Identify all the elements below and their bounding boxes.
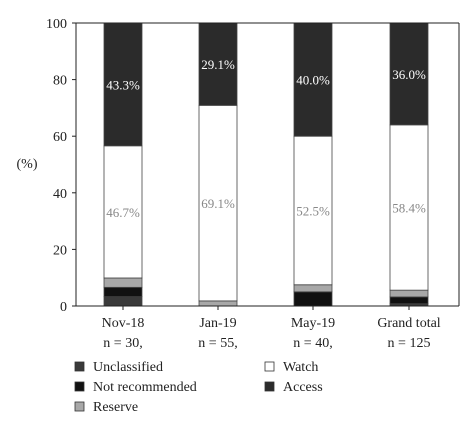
legend-label: Access (283, 380, 323, 395)
legend: Unclassified Watch Not recommended Access Re… (74, 360, 323, 415)
bar-segment-not-recommended (103, 286, 143, 298)
y-tick-label: 40 (53, 187, 67, 202)
data-label-access: 43.3% (106, 78, 140, 93)
x-category-sublabel: n = 40, (293, 336, 332, 351)
data-label-access: 36.0% (392, 67, 426, 82)
x-category-sublabel: n = 55, (198, 336, 237, 351)
data-label-watch: 69.1% (201, 196, 235, 211)
bar-segment-not-recommended (389, 296, 429, 305)
legend-swatch (264, 381, 275, 392)
x-category-label: May-19 (291, 316, 335, 331)
legend-item-not-recommended: Not recommended (74, 380, 197, 395)
x-category-label: Grand total (377, 316, 440, 331)
legend-swatch (74, 401, 85, 412)
legend-label: Watch (283, 360, 318, 375)
y-tick-label: 0 (60, 300, 67, 315)
bar-segment-access (103, 22, 143, 147)
legend-label: Reserve (93, 400, 138, 415)
bar-segment-watch (389, 124, 429, 291)
data-label-watch: 46.7% (106, 205, 140, 220)
y-tick-label: 20 (53, 243, 67, 258)
legend-item-access: Access (264, 380, 323, 395)
data-label-access: 40.0% (296, 73, 330, 88)
legend-swatch (264, 361, 275, 372)
x-category-sublabel: n = 30, (103, 336, 142, 351)
bar-segment-unclassified (103, 296, 143, 307)
bar-segment-reserve (103, 277, 143, 288)
bar-segment-access (389, 22, 429, 126)
bar-segment-watch (293, 135, 333, 286)
bar-segment-reserve (198, 300, 238, 307)
bar-segment-reserve (293, 284, 333, 293)
legend-label: Unclassified (93, 360, 163, 375)
plot-area: 46.7% 69.1% 52.5% 58.4% 43.3% 29.1% 40.0% 36.0% (103, 22, 429, 307)
legend-swatch (74, 361, 85, 372)
x-category-label: Nov-18 (102, 316, 145, 331)
y-tick-label: 60 (53, 130, 67, 145)
x-category-sublabel: n = 125 (388, 336, 431, 351)
x-category-label: Jan-19 (199, 316, 236, 331)
bar-segment-access (293, 22, 333, 137)
y-tick-label: 100 (46, 17, 67, 32)
bar-segment-access (198, 22, 238, 106)
data-label-access: 29.1% (201, 57, 235, 72)
legend-item-watch: Watch (264, 360, 318, 375)
bar-segment-not-recommended (293, 291, 333, 307)
data-label-watch: 52.5% (296, 203, 330, 218)
axes: 0 20 40 60 80 100 (%) Nov-18 n = 30, Jan-19 n = 55… (17, 17, 460, 351)
bar-segment-reserve (389, 289, 429, 298)
bar-segment-watch (103, 145, 143, 279)
y-axis-label: (%) (17, 157, 38, 172)
y-tick-label: 80 (53, 74, 67, 89)
legend-item-reserve: Reserve (74, 400, 138, 415)
data-label-watch: 58.4% (392, 201, 426, 216)
legend-item-unclassified: Unclassified (74, 360, 163, 375)
legend-label: Not recommended (93, 380, 197, 395)
legend-swatch (74, 381, 85, 392)
